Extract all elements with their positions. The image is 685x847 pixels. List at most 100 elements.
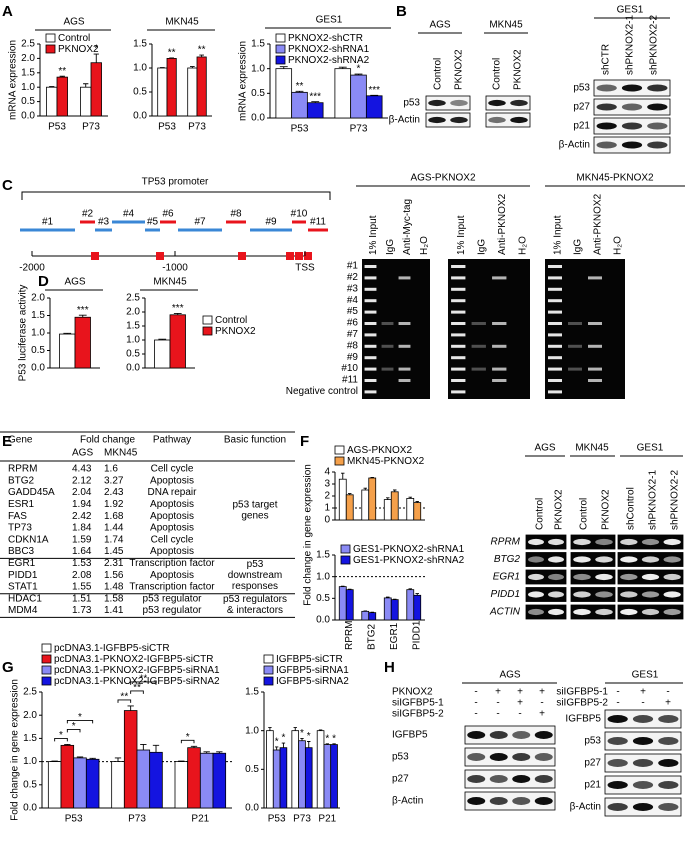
significance: ** <box>139 674 147 685</box>
bar <box>60 744 75 809</box>
y-tick-label: 0.0 <box>245 803 259 814</box>
bar <box>272 749 281 809</box>
bar <box>413 502 422 521</box>
band <box>607 737 628 745</box>
row-label: p53 <box>573 83 590 94</box>
blot <box>570 587 616 602</box>
y-tick-label: 0.5 <box>245 764 259 775</box>
band <box>512 797 531 805</box>
condition-sign: - <box>496 698 499 709</box>
error-bar <box>158 338 167 340</box>
band <box>364 265 377 268</box>
bar <box>323 744 332 809</box>
band <box>548 310 562 314</box>
error-bar <box>318 729 323 731</box>
significance: * <box>275 737 279 748</box>
band <box>595 591 613 598</box>
table-cell: BBC3 <box>8 546 35 557</box>
table-cell: p53 <box>247 559 264 570</box>
table-cell: 2.08 <box>72 570 92 581</box>
legend-swatch <box>45 33 56 43</box>
legend-label: pcDNA3.1-IGFBP5-siCTR <box>54 643 170 654</box>
table-cell: 1.92 <box>104 499 124 510</box>
x-tick-label: P53 <box>158 122 176 133</box>
fragment-label: #6 <box>162 209 174 220</box>
bar <box>266 730 274 809</box>
blot <box>570 552 616 567</box>
band <box>595 608 613 616</box>
band <box>488 99 506 107</box>
bar <box>298 740 306 809</box>
band <box>492 322 507 325</box>
y-axis-label: Fold change in gene expression <box>303 464 314 606</box>
lane-label: Control <box>433 58 444 90</box>
bar <box>291 730 300 809</box>
legend-swatch <box>45 44 56 54</box>
y-tick-label: 0.0 <box>23 803 37 814</box>
chart-title: MKN45 <box>165 17 199 28</box>
table-cell: GADD45A <box>8 487 55 498</box>
error-bar <box>363 487 368 490</box>
band <box>489 797 508 805</box>
band <box>641 538 660 546</box>
lane-label: 1% Input <box>456 215 467 255</box>
y-tick-label: 1.0 <box>126 335 140 346</box>
band <box>492 276 507 280</box>
error-bar <box>347 493 352 495</box>
band <box>663 538 681 546</box>
group-label: MKN45 <box>489 20 523 31</box>
x-tick-label: P21 <box>191 814 209 825</box>
lane-label: H₂O <box>613 236 624 255</box>
table-cell: ESR1 <box>8 499 35 510</box>
band <box>647 141 668 149</box>
table-cell: 1.84 <box>72 523 92 534</box>
band <box>398 322 411 325</box>
legend-label: IGFBP5-siRNA1 <box>276 665 349 676</box>
band <box>364 322 377 325</box>
lane-label: shCTR <box>601 44 612 75</box>
gel <box>362 259 430 399</box>
band <box>658 781 679 789</box>
band <box>620 573 638 581</box>
band <box>596 84 617 92</box>
significance: ** <box>133 683 141 694</box>
group-label: GES1 <box>637 443 664 454</box>
lane-label: shPKNOX2-1 <box>648 470 659 530</box>
chart-title: AGS <box>63 17 84 28</box>
row-label: #8 <box>347 340 359 351</box>
group-label: AGS-PKNOX2 <box>410 173 475 184</box>
bar <box>196 56 207 117</box>
significance: ** <box>168 48 176 59</box>
table-cell: 1.94 <box>72 499 92 510</box>
error-bar <box>281 742 286 748</box>
legend-swatch <box>202 315 213 325</box>
table-cell: p53 target <box>232 499 277 510</box>
lane-label: Control <box>492 58 503 90</box>
lane-label: Anti-Myc-tag <box>402 199 413 255</box>
error-bar <box>332 743 336 745</box>
legend-label: PKNOX2 <box>215 326 256 337</box>
row-label: #11 <box>342 375 358 386</box>
band <box>548 538 564 546</box>
row-label: IGFBP5 <box>392 730 428 741</box>
table-header: Gene <box>8 435 33 446</box>
bar <box>47 761 62 809</box>
bar <box>350 74 367 119</box>
fragment-label: #1 <box>42 217 54 228</box>
band <box>510 99 528 107</box>
band <box>568 367 582 371</box>
table-cell: & interactors <box>227 605 283 616</box>
band <box>596 122 617 130</box>
condition-sign: - <box>616 687 619 698</box>
chart-title: GES1 <box>316 15 343 26</box>
bar <box>368 612 377 621</box>
blot <box>570 569 616 585</box>
error-bar <box>216 751 223 754</box>
legend-swatch <box>334 456 345 466</box>
band <box>573 608 591 616</box>
row-label: #9 <box>347 352 359 363</box>
x-tick-label: P53 <box>291 124 309 135</box>
lane-label: H₂O <box>517 236 528 255</box>
bar <box>169 314 186 369</box>
lane-label: shPKNOX2-2 <box>670 470 681 530</box>
